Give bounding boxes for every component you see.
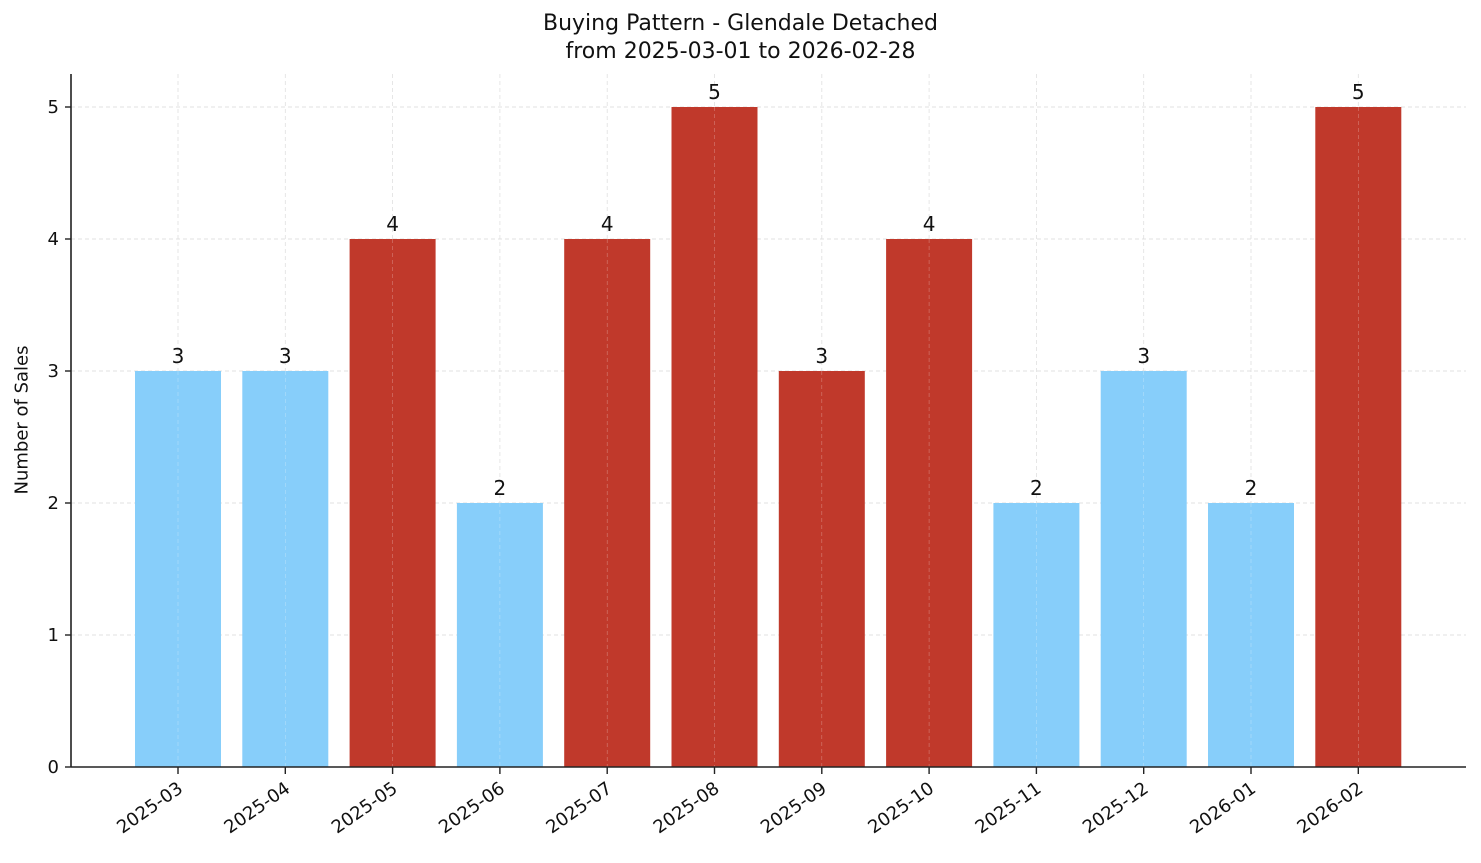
y-tick-label: 4 bbox=[48, 229, 59, 250]
bars bbox=[135, 107, 1402, 767]
y-tick-label: 3 bbox=[48, 361, 59, 382]
x-tick-label: 2025-05 bbox=[328, 778, 402, 838]
bar-value-label: 5 bbox=[1352, 80, 1365, 104]
bar-2025-04 bbox=[242, 371, 329, 767]
bar-value-label: 3 bbox=[1137, 344, 1150, 368]
bar-value-label: 2 bbox=[1030, 476, 1043, 500]
title-line-1: Buying Pattern - Glendale Detached bbox=[543, 11, 938, 36]
bar-value-label: 4 bbox=[601, 212, 614, 236]
x-tick-label: 2025-08 bbox=[650, 778, 724, 838]
bar-2025-05 bbox=[349, 239, 436, 767]
x-tick-label: 2025-09 bbox=[757, 778, 831, 838]
bar-2025-08 bbox=[671, 107, 758, 767]
x-tick-label: 2026-01 bbox=[1186, 778, 1260, 838]
bar-2025-10 bbox=[886, 239, 973, 767]
y-tick-label: 5 bbox=[48, 97, 59, 118]
y-tick-label: 1 bbox=[48, 625, 59, 646]
x-tick-label: 2025-07 bbox=[542, 778, 616, 838]
bar-value-label: 2 bbox=[494, 476, 507, 500]
bar-2026-02 bbox=[1315, 107, 1402, 767]
chart-title: Buying Pattern - Glendale Detached from … bbox=[0, 10, 1481, 66]
bar-2025-12 bbox=[1100, 371, 1187, 767]
bar-2025-07 bbox=[564, 239, 651, 767]
x-tick-label: 2025-11 bbox=[972, 778, 1046, 838]
bar-value-label: 4 bbox=[386, 212, 399, 236]
bar-value-label: 3 bbox=[279, 344, 292, 368]
bar-value-label: 2 bbox=[1245, 476, 1258, 500]
y-tick-label: 0 bbox=[48, 757, 59, 778]
bar-2025-11 bbox=[993, 503, 1080, 767]
y-tick-label: 2 bbox=[48, 493, 59, 514]
bar-value-label: 5 bbox=[708, 80, 721, 104]
bar-2025-09 bbox=[778, 371, 865, 767]
grid-overlay bbox=[177, 107, 1359, 767]
bar-value-label: 4 bbox=[923, 212, 936, 236]
bar-2026-01 bbox=[1208, 503, 1294, 767]
x-tick-label: 2025-12 bbox=[1079, 778, 1153, 838]
x-tick-label: 2025-10 bbox=[864, 778, 938, 838]
x-tick-label: 2025-06 bbox=[435, 778, 509, 838]
x-tick-label: 2026-02 bbox=[1294, 778, 1368, 838]
x-tick-label: 2025-04 bbox=[221, 778, 295, 838]
bar-value-label: 3 bbox=[172, 344, 185, 368]
bar-value-label: 3 bbox=[815, 344, 828, 368]
bar-2025-03 bbox=[135, 371, 221, 767]
title-line-2: from 2025-03-01 to 2026-02-28 bbox=[565, 39, 916, 64]
bar-2025-06 bbox=[456, 503, 543, 767]
x-tick-label: 2025-03 bbox=[113, 778, 187, 838]
